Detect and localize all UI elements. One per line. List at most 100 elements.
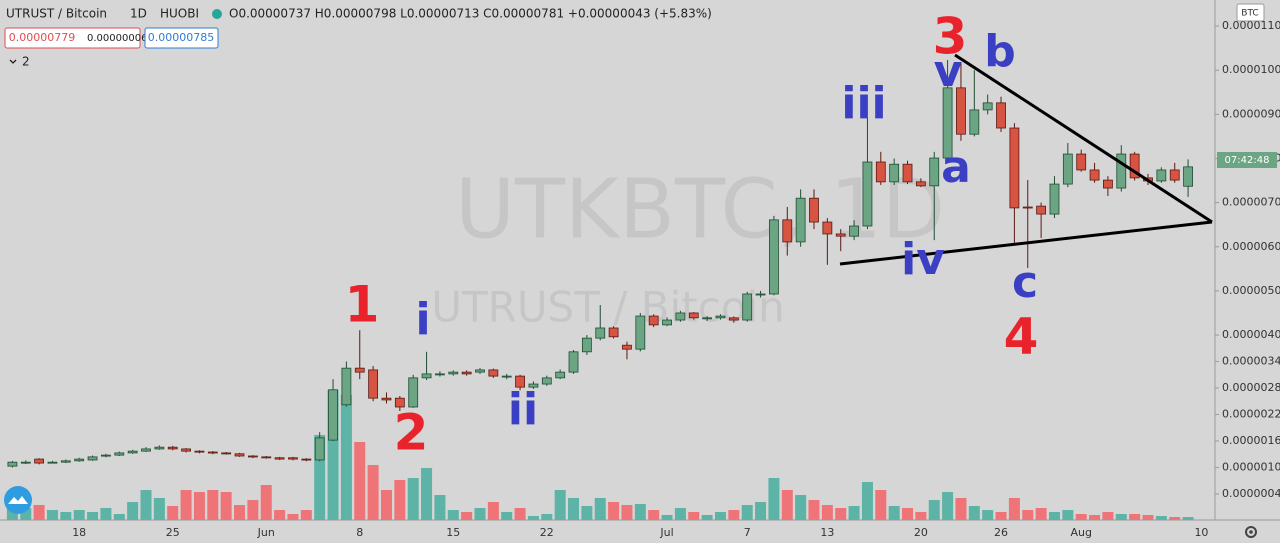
ohlc: O0.00000737 H0.00000798 L0.00000713 C0.0…	[229, 7, 712, 21]
candle-body	[942, 87, 953, 159]
candle-body	[635, 315, 646, 350]
candle-body	[555, 371, 566, 379]
volume-bar	[73, 510, 85, 520]
volume-bar	[447, 510, 459, 520]
volume-bar	[1048, 512, 1060, 520]
wave-label: 3	[933, 8, 968, 66]
candle-body	[1009, 127, 1020, 209]
volume-bar	[1022, 510, 1034, 520]
settings-icon[interactable]	[1245, 526, 1257, 538]
candle-body	[742, 293, 753, 321]
volume-bar	[781, 490, 793, 520]
candle-body	[862, 161, 873, 227]
sell-button[interactable]	[4, 27, 141, 49]
candle-body	[996, 102, 1006, 129]
volume-bar	[300, 510, 312, 520]
candle-body	[274, 457, 285, 460]
volume-bar	[741, 505, 753, 520]
candle-body	[435, 373, 445, 376]
volume-bar	[661, 515, 673, 520]
candle-body	[969, 109, 980, 135]
chevron[interactable]	[9, 59, 17, 64]
wave-label: a	[941, 142, 971, 193]
candle-body	[956, 87, 966, 135]
volume-bar	[180, 490, 192, 520]
candle-body	[541, 377, 552, 385]
candle-body	[929, 157, 940, 187]
volume-bar	[421, 468, 433, 520]
volume-bar	[942, 492, 954, 520]
x-tick-label: Aug	[1070, 526, 1091, 539]
candle-body	[915, 181, 926, 187]
x-tick-label: 26	[994, 526, 1008, 539]
candle-body	[1116, 153, 1127, 189]
symbol[interactable]: UTRUST / Bitcoin	[6, 7, 107, 21]
candle-body	[288, 457, 298, 460]
volume-bar	[501, 512, 513, 520]
volume-bar	[100, 508, 112, 520]
candle-body	[60, 460, 71, 463]
candle-body	[194, 450, 205, 453]
candle-body	[902, 163, 913, 183]
logo[interactable]	[4, 486, 32, 514]
candle-body	[1103, 179, 1113, 189]
gear[interactable]	[1245, 526, 1257, 538]
candle-body	[769, 219, 779, 295]
candle-body	[1076, 153, 1087, 171]
candle-body	[1036, 205, 1047, 215]
candle-body	[394, 397, 405, 408]
volume-bar	[1062, 510, 1074, 520]
volume-bar	[127, 502, 139, 520]
candle-body	[688, 312, 699, 319]
candle-body	[515, 375, 525, 388]
volume-bar	[354, 442, 366, 520]
volume-bar	[20, 508, 32, 520]
gear-center	[1249, 530, 1253, 534]
wave-label: iv	[901, 234, 945, 285]
volume-bar	[968, 506, 980, 520]
buy-button[interactable]	[144, 27, 219, 49]
indicator-count[interactable]: 2	[22, 55, 30, 69]
volume-bar	[1075, 514, 1087, 520]
sell-price[interactable]: 0.00000779	[9, 31, 75, 44]
volume-bar	[1129, 514, 1141, 520]
wave-label: ii	[508, 384, 538, 435]
volume-bar	[821, 505, 833, 520]
candle-body	[87, 456, 98, 461]
buy-price[interactable]: 0.00000785	[148, 31, 214, 44]
volume-bar	[1035, 508, 1047, 520]
wave-label: 2	[394, 404, 429, 462]
candle-body	[328, 389, 338, 441]
volume-bar	[193, 492, 205, 520]
candle-body	[475, 369, 485, 373]
volume-bar	[1089, 515, 1101, 520]
volume-layer	[6, 390, 1194, 520]
volume-bar	[714, 512, 726, 520]
volume-bar	[955, 498, 967, 520]
candle-body	[167, 446, 178, 450]
currency-badge[interactable]	[1236, 3, 1265, 22]
x-tick-label: 20	[914, 526, 928, 539]
interval[interactable]: 1D	[130, 7, 147, 21]
volume-bar	[848, 506, 860, 520]
volume-bar	[808, 500, 820, 520]
candle-body	[809, 197, 819, 223]
candle-body	[381, 397, 392, 401]
candle-body	[221, 452, 232, 455]
currency[interactable]: BTC	[1241, 9, 1258, 19]
candle-body	[875, 161, 886, 183]
volume-bar	[527, 516, 539, 520]
y-tick-label: 0.00001100	[1222, 19, 1280, 32]
countdown-tag	[1217, 152, 1277, 168]
candle-body	[849, 225, 859, 237]
volume-bar	[287, 514, 299, 520]
volume-bar	[621, 505, 633, 520]
candle-body	[662, 319, 672, 326]
volume-bar	[755, 502, 767, 520]
x-tick-label: 8	[356, 526, 363, 539]
